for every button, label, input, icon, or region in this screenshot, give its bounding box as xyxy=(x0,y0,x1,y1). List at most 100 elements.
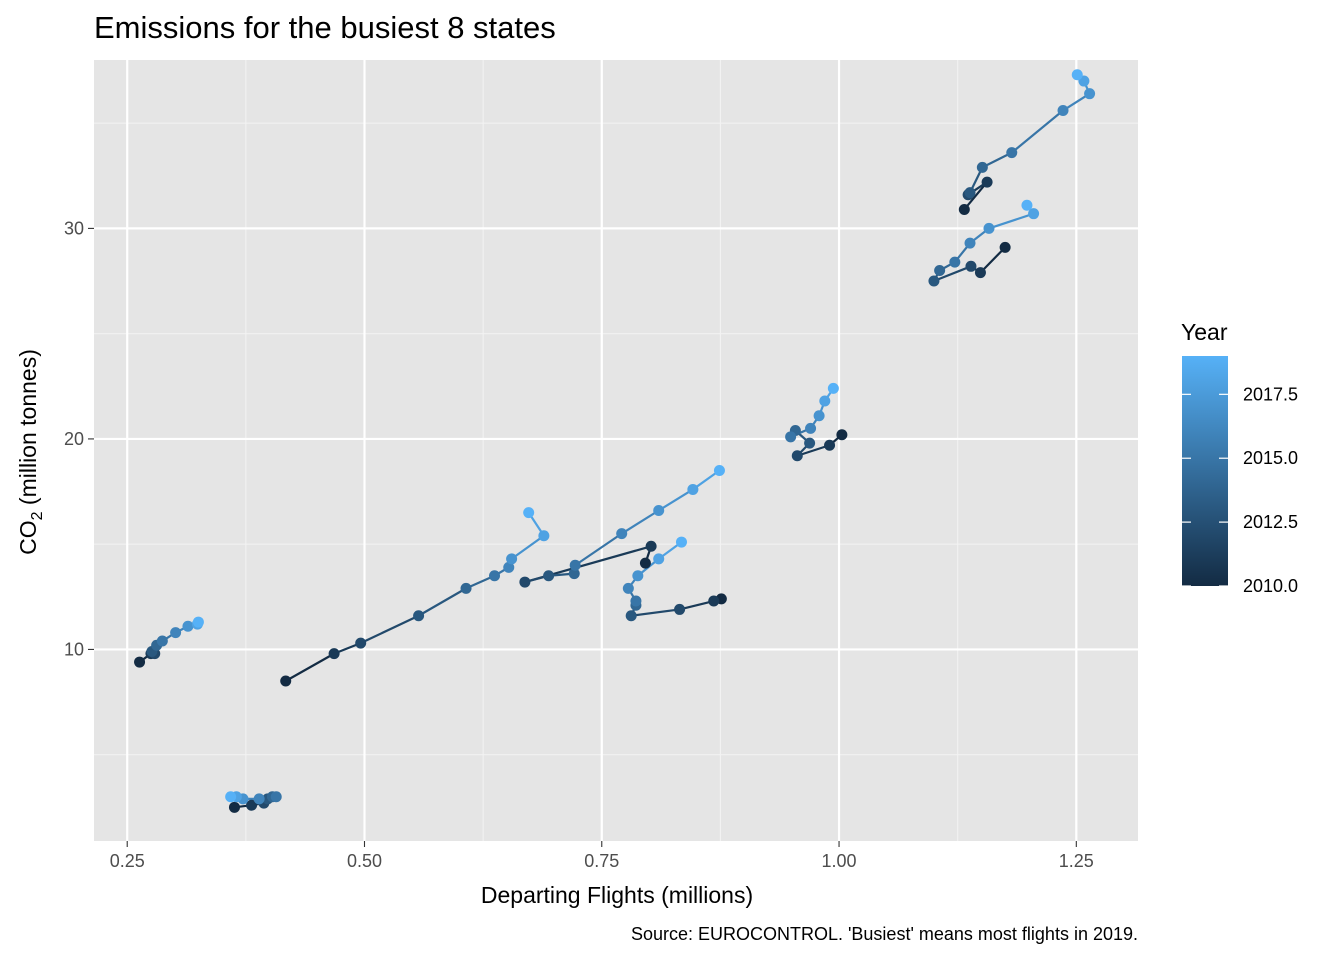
series-5-point xyxy=(674,603,686,615)
series-7-point xyxy=(1021,199,1033,211)
series-7-point xyxy=(928,275,940,287)
legend-tick-label: 2012.5 xyxy=(1243,512,1298,532)
series-8-point xyxy=(976,161,988,173)
series-7-point xyxy=(964,237,976,249)
series-7-segment xyxy=(932,265,973,283)
series-5-point xyxy=(675,536,687,548)
x-tick-label: 0.50 xyxy=(347,851,382,871)
legend-tick-label: 2015.0 xyxy=(1243,448,1298,468)
series-5-point xyxy=(653,553,665,565)
legend-ticks: 2010.0 2012.5 2015.0 2017.5 xyxy=(1182,384,1298,596)
series-7-segment xyxy=(979,246,1007,274)
series-2-point xyxy=(253,793,265,805)
x-axis: 0.25 0.50 0.75 1.00 1.25 xyxy=(110,841,1094,871)
series-6-point xyxy=(819,395,831,407)
series-6-point xyxy=(824,439,836,451)
series-4-segment xyxy=(657,488,694,512)
x-tick-label: 0.25 xyxy=(110,851,145,871)
legend-tick-label: 2010.0 xyxy=(1243,576,1298,596)
legend-color-bar xyxy=(1182,356,1228,586)
series-4-point xyxy=(645,540,657,552)
series-3-point xyxy=(538,530,550,542)
series-1-point xyxy=(182,620,194,632)
series-3-segment xyxy=(359,614,420,645)
series-5-point xyxy=(625,610,637,622)
series-points xyxy=(134,69,1096,813)
legend-title: Year xyxy=(1181,319,1228,345)
y-axis-title-rest: (million tonnes) xyxy=(15,349,41,511)
series-5-segment xyxy=(678,599,715,611)
series-3-point xyxy=(506,553,518,565)
series-6-point xyxy=(836,429,848,441)
series-5-point xyxy=(708,595,720,607)
chart-title: Emissions for the busiest 8 states xyxy=(94,10,556,45)
y-tick-label: 20 xyxy=(64,429,84,449)
series-8-point xyxy=(1057,105,1069,117)
series-7-point xyxy=(949,256,961,268)
series-3-segment xyxy=(417,587,468,617)
series-3-point xyxy=(523,507,535,519)
series-4-point xyxy=(639,557,651,569)
series-2-point xyxy=(246,799,258,811)
series-3-point xyxy=(280,675,292,687)
series-5-point xyxy=(622,582,634,594)
series-7-point xyxy=(1028,208,1040,220)
series-2-point xyxy=(228,801,240,813)
y-axis-title: CO2 (million tonnes) xyxy=(15,349,46,555)
series-3-point xyxy=(413,610,425,622)
series-8-segment xyxy=(1010,109,1065,154)
series-4-segment xyxy=(620,509,660,535)
series-1-point xyxy=(192,616,204,628)
series-7-point xyxy=(965,260,977,272)
color-legend: Year 2010.0 2012.5 2015.0 2017.5 xyxy=(1181,319,1298,596)
series-8-segment xyxy=(963,180,989,211)
series-1-point xyxy=(156,635,168,647)
series-1-point xyxy=(134,656,146,668)
chart-caption: Source: EUROCONTROL. 'Busiest' means mos… xyxy=(631,924,1138,944)
series-7-point xyxy=(999,241,1011,253)
series-3-point xyxy=(355,637,367,649)
series-5-point xyxy=(630,595,642,607)
series-5-segment xyxy=(630,608,681,617)
series-4-point xyxy=(713,464,725,476)
series-6-point xyxy=(827,382,839,394)
y-axis: 10 20 30 xyxy=(64,218,94,659)
series-7-point xyxy=(983,222,995,234)
series-4-point xyxy=(543,570,555,582)
series-8-point xyxy=(958,203,970,215)
series-3-point xyxy=(328,648,340,660)
series-6-point xyxy=(785,431,797,443)
series-6-point xyxy=(805,422,817,434)
series-2-point xyxy=(270,791,282,803)
series-4-segment xyxy=(574,532,623,567)
series-1-point xyxy=(170,627,182,639)
x-axis-title: Departing Flights (millions) xyxy=(481,882,753,908)
series-4-point xyxy=(519,576,531,588)
x-tick-label: 1.25 xyxy=(1059,851,1094,871)
series-3-point xyxy=(503,561,515,573)
series-4-point xyxy=(687,483,699,495)
series-3-segment xyxy=(284,652,336,683)
series-4-point xyxy=(616,528,628,540)
series-6-point xyxy=(804,437,816,449)
series-8-point xyxy=(1071,69,1083,81)
series-4-point xyxy=(569,559,581,571)
plot-panel xyxy=(94,60,1138,841)
series-6-segment xyxy=(796,444,831,457)
grid-minor xyxy=(94,60,1138,841)
series-3-segment xyxy=(510,534,545,561)
series-3-point xyxy=(460,582,472,594)
series-6-point xyxy=(813,410,825,422)
series-3-point xyxy=(489,570,501,582)
grid-major xyxy=(94,60,1138,841)
series-7-point xyxy=(934,265,946,277)
series-8-point xyxy=(964,187,976,199)
series-4-point xyxy=(568,568,580,580)
x-tick-label: 0.75 xyxy=(584,851,619,871)
y-tick-label: 30 xyxy=(64,218,84,238)
y-axis-title-subscript: 2 xyxy=(29,511,46,520)
series-8-point xyxy=(1084,88,1096,100)
series-4-point xyxy=(653,504,665,516)
series-5-point xyxy=(632,570,644,582)
